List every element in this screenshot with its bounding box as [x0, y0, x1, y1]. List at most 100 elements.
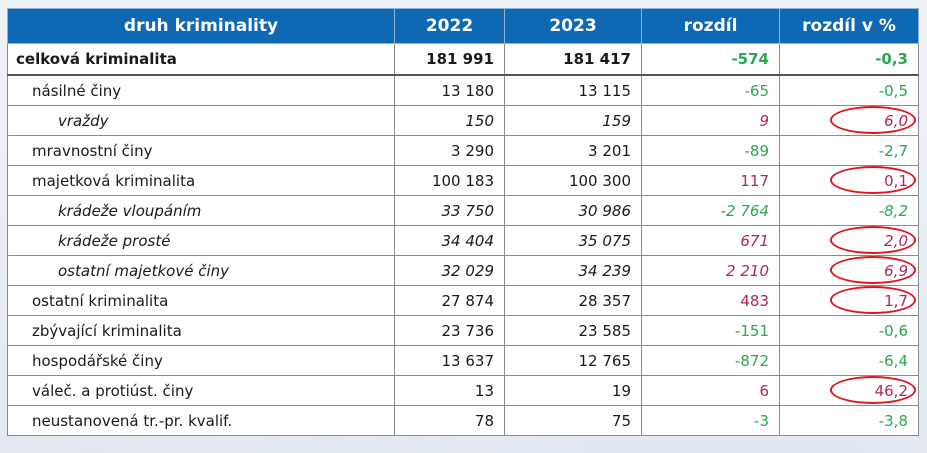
value-2022: 13 — [394, 375, 505, 406]
table-row: krádeže vloupáním 33 750 30 986 -2 764 -8,2 — [7, 195, 919, 226]
difference-percent-value: -0,3 — [779, 43, 919, 76]
header-difference: rozdíl — [641, 8, 780, 44]
value-2023: 28 357 — [504, 285, 642, 316]
header-difference-percent: rozdíl v % — [779, 8, 919, 44]
difference-value: 117 — [641, 165, 780, 196]
difference-value: 671 — [641, 225, 780, 256]
header-year-2023: 2023 — [504, 8, 642, 44]
table-row: násilné činy 13 180 13 115 -65 -0,5 — [7, 74, 919, 106]
percent-text: 1,7 — [884, 291, 908, 310]
value-2023: 13 115 — [504, 74, 642, 106]
difference-value: -872 — [641, 345, 780, 376]
crime-statistics-table-container: druh kriminality 2022 2023 rozdíl rozdíl… — [7, 8, 919, 436]
percent-text: 6,9 — [884, 261, 908, 280]
difference-percent-value: 0,1 — [779, 165, 919, 196]
percent-text: 6,0 — [884, 111, 908, 130]
value-2022: 13 637 — [394, 345, 505, 376]
crime-type-label: neustanovená tr.-pr. kvalif. — [7, 405, 395, 436]
difference-value: -151 — [641, 315, 780, 346]
difference-value: -2 764 — [641, 195, 780, 226]
table-row: ostatní kriminalita 27 874 28 357 483 1,7 — [7, 285, 919, 316]
table-row: ostatní majetkové činy 32 029 34 239 2 210 6… — [7, 255, 919, 286]
value-2023: 3 201 — [504, 135, 642, 166]
table-row: majetková kriminalita 100 183 100 300 117 0,… — [7, 165, 919, 196]
value-2023: 35 075 — [504, 225, 642, 256]
value-2022: 13 180 — [394, 74, 505, 106]
table-header-row: druh kriminality 2022 2023 rozdíl rozdíl… — [7, 8, 919, 44]
difference-percent-value: 2,0 — [779, 225, 919, 256]
difference-percent-value: 6,9 — [779, 255, 919, 286]
percent-text: -0,5 — [878, 81, 908, 100]
difference-percent-value: -8,2 — [779, 195, 919, 226]
value-2022: 3 290 — [394, 135, 505, 166]
crime-type-label: násilné činy — [7, 74, 395, 106]
table-row: mravnostní činy 3 290 3 201 -89 -2,7 — [7, 135, 919, 166]
table-row: krádeže prosté 34 404 35 075 671 2,0 — [7, 225, 919, 256]
percent-text: -3,8 — [878, 411, 908, 430]
crime-type-label: mravnostní činy — [7, 135, 395, 166]
crime-type-label: zbývající kriminalita — [7, 315, 395, 346]
table-row: vraždy 150 159 9 6,0 — [7, 105, 919, 136]
percent-text: 2,0 — [884, 231, 908, 250]
percent-text: -8,2 — [878, 201, 908, 220]
difference-value: -89 — [641, 135, 780, 166]
difference-percent-value: -0,6 — [779, 315, 919, 346]
value-2022: 23 736 — [394, 315, 505, 346]
table-row: neustanovená tr.-pr. kvalif. 78 75 -3 -3,8 — [7, 405, 919, 436]
value-2023: 100 300 — [504, 165, 642, 196]
difference-percent-value: 1,7 — [779, 285, 919, 316]
crime-type-label: majetková kriminalita — [7, 165, 395, 196]
value-2022: 100 183 — [394, 165, 505, 196]
difference-value: 483 — [641, 285, 780, 316]
header-year-2022: 2022 — [394, 8, 505, 44]
value-2023: 181 417 — [504, 43, 642, 76]
value-2022: 32 029 — [394, 255, 505, 286]
crime-type-label: celková kriminalita — [7, 43, 395, 76]
percent-text: -2,7 — [878, 141, 908, 160]
difference-percent-value: -0,5 — [779, 74, 919, 106]
value-2023: 34 239 — [504, 255, 642, 286]
difference-percent-value: -3,8 — [779, 405, 919, 436]
difference-value: 2 210 — [641, 255, 780, 286]
crime-type-label: vraždy — [7, 105, 395, 136]
value-2023: 30 986 — [504, 195, 642, 226]
difference-value: 6 — [641, 375, 780, 406]
table-row: hospodářské činy 13 637 12 765 -872 -6,4 — [7, 345, 919, 376]
value-2022: 78 — [394, 405, 505, 436]
table-row: zbývající kriminalita 23 736 23 585 -151 -0,… — [7, 315, 919, 346]
crime-type-label: váleč. a protiúst. činy — [7, 375, 395, 406]
difference-value: -65 — [641, 74, 780, 106]
difference-value: -3 — [641, 405, 780, 436]
value-2023: 19 — [504, 375, 642, 406]
value-2023: 75 — [504, 405, 642, 436]
value-2022: 33 750 — [394, 195, 505, 226]
table-row: váleč. a protiúst. činy 13 19 6 46,2 — [7, 375, 919, 406]
table-row: celková kriminalita 181 991 181 417 -574 -0,… — [7, 43, 919, 76]
crime-type-label: ostatní majetkové činy — [7, 255, 395, 286]
difference-value: -574 — [641, 43, 780, 76]
table-body: celková kriminalita 181 991 181 417 -574 -0,… — [7, 43, 919, 436]
difference-percent-value: -6,4 — [779, 345, 919, 376]
percent-text: -0,6 — [878, 321, 908, 340]
crime-statistics-table: druh kriminality 2022 2023 rozdíl rozdíl… — [7, 8, 919, 436]
value-2022: 150 — [394, 105, 505, 136]
difference-percent-value: -2,7 — [779, 135, 919, 166]
crime-type-label: ostatní kriminalita — [7, 285, 395, 316]
value-2023: 23 585 — [504, 315, 642, 346]
difference-value: 9 — [641, 105, 780, 136]
crime-type-label: hospodářské činy — [7, 345, 395, 376]
crime-type-label: krádeže vloupáním — [7, 195, 395, 226]
percent-text: 46,2 — [874, 381, 908, 400]
difference-percent-value: 46,2 — [779, 375, 919, 406]
value-2023: 12 765 — [504, 345, 642, 376]
crime-type-label: krádeže prosté — [7, 225, 395, 256]
value-2022: 34 404 — [394, 225, 505, 256]
percent-text: 0,1 — [884, 171, 908, 190]
percent-text: -6,4 — [878, 351, 908, 370]
header-crime-type: druh kriminality — [7, 8, 395, 44]
value-2023: 159 — [504, 105, 642, 136]
percent-text: -0,3 — [875, 50, 908, 68]
value-2022: 27 874 — [394, 285, 505, 316]
value-2022: 181 991 — [394, 43, 505, 76]
difference-percent-value: 6,0 — [779, 105, 919, 136]
